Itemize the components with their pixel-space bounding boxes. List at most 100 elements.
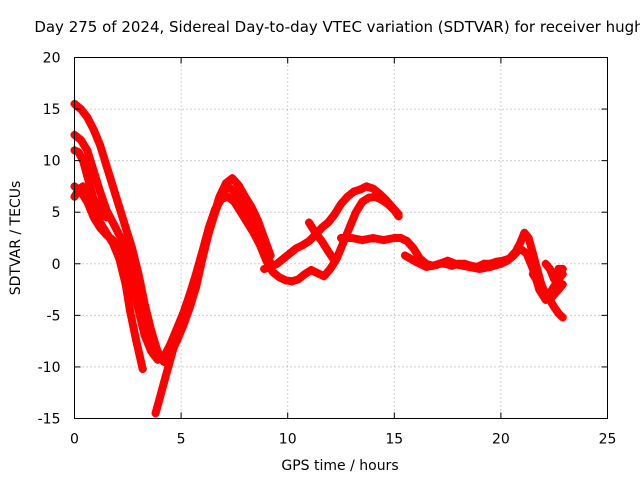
data-point	[160, 378, 169, 387]
data-point	[228, 174, 237, 183]
data-point	[347, 234, 356, 242]
data-point	[83, 187, 92, 196]
data-point	[160, 352, 169, 361]
series-track-8	[305, 218, 339, 265]
axis-ticks: 0 5 10 15 20 25 -15 -10 -5 0 5 10 15 20	[38, 51, 617, 448]
data-point	[177, 321, 186, 330]
data-point	[330, 210, 339, 219]
data-point	[528, 270, 537, 279]
data-point	[211, 205, 220, 214]
data-point	[198, 247, 207, 256]
data-point	[464, 262, 473, 271]
data-point	[224, 182, 233, 191]
data-point	[108, 182, 117, 191]
data-point	[83, 197, 92, 206]
data-point	[273, 259, 282, 268]
x-tick-label: 10	[279, 432, 297, 448]
y-tick-label: -15	[38, 412, 61, 428]
data-point	[307, 265, 316, 274]
data-point	[287, 277, 296, 286]
data-point	[217, 194, 226, 203]
data-point	[172, 334, 181, 343]
x-tick-label: 15	[385, 432, 403, 448]
data-point	[108, 236, 117, 245]
data-point	[454, 260, 463, 269]
data-point	[164, 362, 173, 371]
data-point	[285, 249, 294, 258]
data-point	[121, 280, 130, 289]
data-point	[558, 280, 567, 289]
y-tick-label: 0	[52, 257, 61, 273]
data-point	[324, 218, 333, 227]
data-point	[262, 256, 271, 265]
data-point	[281, 276, 290, 285]
data-point	[87, 192, 96, 201]
data-point	[337, 199, 345, 208]
data-point	[548, 292, 557, 301]
data-point	[243, 218, 252, 227]
data-point	[541, 288, 550, 297]
data-point	[279, 254, 288, 263]
data-point	[356, 185, 365, 194]
data-point	[115, 203, 124, 212]
data-point	[349, 187, 358, 196]
data-point	[396, 234, 405, 242]
data-point	[381, 195, 390, 204]
data-point	[351, 208, 360, 217]
data-point	[96, 203, 105, 212]
data-point	[358, 236, 367, 245]
data-point	[516, 244, 525, 253]
data-point	[140, 331, 149, 340]
data-point	[134, 306, 143, 315]
data-point	[496, 259, 505, 268]
x-tick-label: 5	[177, 432, 186, 448]
data-point	[422, 262, 431, 271]
data-point	[102, 213, 111, 222]
data-point	[89, 213, 98, 222]
data-point	[121, 241, 130, 250]
data-point	[128, 278, 137, 287]
data-point	[343, 192, 352, 201]
data-point	[89, 125, 98, 134]
x-axis-label: GPS time / hours	[281, 458, 398, 474]
data-point	[503, 256, 512, 265]
data-point	[558, 313, 567, 322]
data-point	[115, 244, 124, 253]
data-point	[432, 260, 441, 269]
data-point	[76, 136, 85, 145]
data-point	[168, 347, 177, 356]
x-tick-label: 25	[599, 432, 617, 448]
data-point	[151, 409, 160, 418]
y-tick-label: -10	[38, 360, 61, 376]
data-point	[535, 280, 544, 289]
x-tick-label: 0	[70, 432, 79, 448]
data-point	[368, 234, 377, 242]
y-tick-label: 20	[43, 51, 61, 67]
y-axis-label: SDTVAR / TECUs	[8, 181, 24, 296]
series-track-6	[151, 311, 190, 418]
data-point	[74, 185, 83, 194]
data-point	[241, 192, 250, 201]
data-point	[520, 228, 529, 237]
series-layer	[70, 99, 567, 418]
data-point	[317, 237, 326, 246]
data-point	[147, 347, 156, 356]
data-point	[74, 148, 83, 157]
data-point	[115, 230, 124, 239]
data-point	[400, 251, 409, 260]
data-point	[403, 237, 412, 246]
data-point	[300, 270, 309, 279]
data-point	[224, 192, 233, 201]
data-point	[266, 262, 275, 271]
data-point	[292, 244, 301, 253]
data-point	[102, 161, 111, 170]
data-point	[260, 264, 269, 273]
data-point	[409, 244, 418, 253]
data-point	[368, 184, 377, 193]
data-point	[247, 203, 256, 212]
data-point	[91, 197, 100, 206]
data-point	[550, 303, 559, 312]
series-track-11	[528, 270, 567, 301]
data-point	[311, 228, 320, 237]
